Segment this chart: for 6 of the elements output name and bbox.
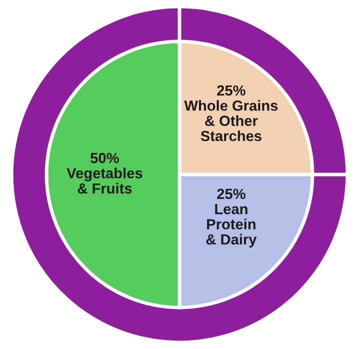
slice-label: Vegetables & Fruits — [66, 168, 142, 194]
data-label: 50% — [90, 152, 119, 164]
slice-label: Whole Grains & Other Starches — [184, 100, 278, 142]
slice-label: Lean Protein & Dairy — [206, 204, 257, 248]
data-label: 25% — [217, 188, 246, 200]
data-label: 25% — [217, 85, 246, 96]
